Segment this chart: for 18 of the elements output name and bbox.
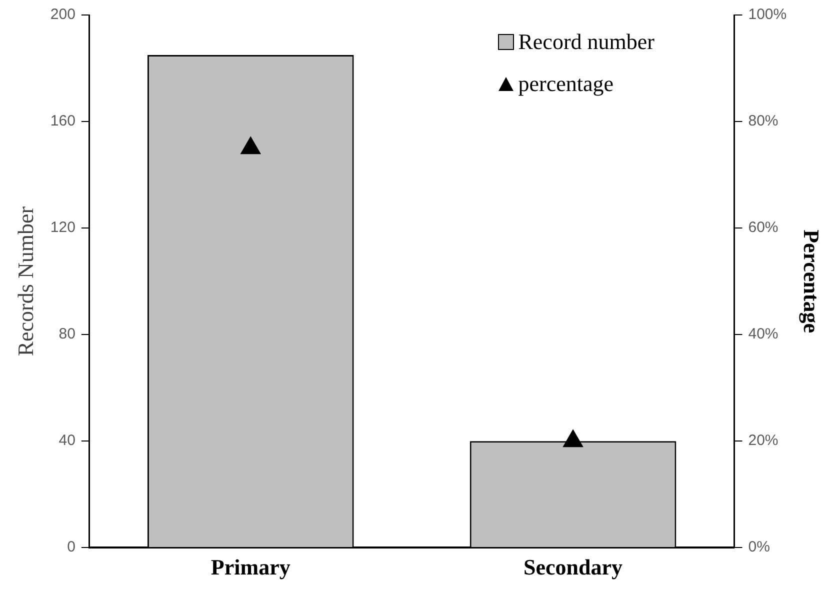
y-tick-label: 160 — [50, 112, 76, 130]
y2-axis-title: Percentage — [799, 230, 824, 334]
y2-tick-label: 80% — [748, 112, 778, 130]
y2-tick-label: 100% — [748, 6, 787, 24]
x-tick-label: Secondary — [524, 554, 623, 580]
y2-tick-label: 60% — [748, 219, 778, 236]
y2-tick-label: 0% — [748, 538, 770, 556]
legend-label: Record number — [518, 28, 654, 56]
y-tick-label: 120 — [50, 219, 76, 236]
y2-tick-label: 20% — [748, 432, 778, 450]
y-tick-label: 200 — [50, 6, 76, 24]
y-axis-title: Records Number — [12, 206, 38, 356]
y-tick-label: 40 — [58, 432, 76, 450]
x-tick-label: Primary — [210, 554, 290, 580]
y2-tick-label: 40% — [748, 326, 778, 343]
y-tick-label: 80 — [58, 326, 76, 343]
legend-label: percentage — [518, 70, 614, 98]
y-tick-label: 0 — [67, 538, 76, 556]
